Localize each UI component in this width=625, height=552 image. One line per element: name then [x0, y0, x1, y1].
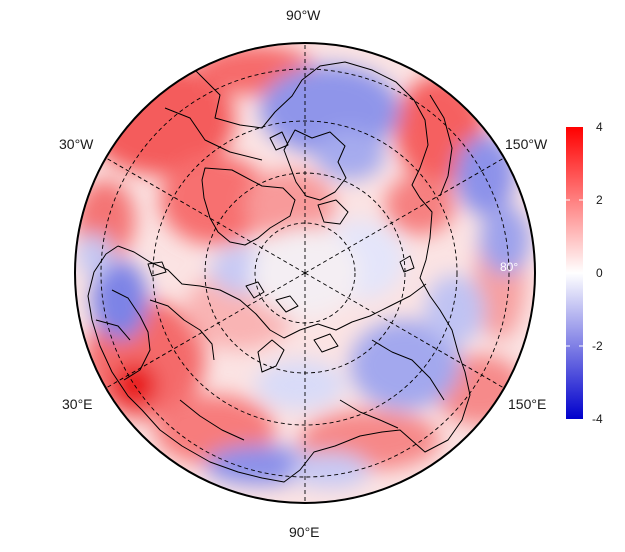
- lon-label-upper-left: 30°W: [59, 136, 94, 152]
- graticule: [100, 43, 510, 503]
- map-boundary: [74, 42, 536, 504]
- colorbar-tick-label: -4: [592, 412, 603, 426]
- lon-label-top: 90°W: [286, 7, 321, 23]
- anomaly-field: [75, 43, 535, 503]
- lon-label-lower-left: 30°E: [62, 396, 93, 412]
- colorbar-tick-marks: [566, 199, 583, 347]
- lon-label-upper-right: 150°W: [505, 136, 548, 152]
- lon-label-lower-right: 150°E: [508, 396, 547, 412]
- colorbar-tick-label: -2: [592, 339, 603, 353]
- latitude-label: 80°: [500, 260, 519, 274]
- colorbar-tick-label: 2: [596, 193, 603, 207]
- colorbar-tick-label: 4: [596, 120, 603, 134]
- coastlines: [87, 61, 471, 483]
- colorbar-tick-label: 0: [596, 266, 603, 280]
- colorbar: [566, 127, 583, 419]
- lon-label-bottom: 90°E: [289, 524, 320, 540]
